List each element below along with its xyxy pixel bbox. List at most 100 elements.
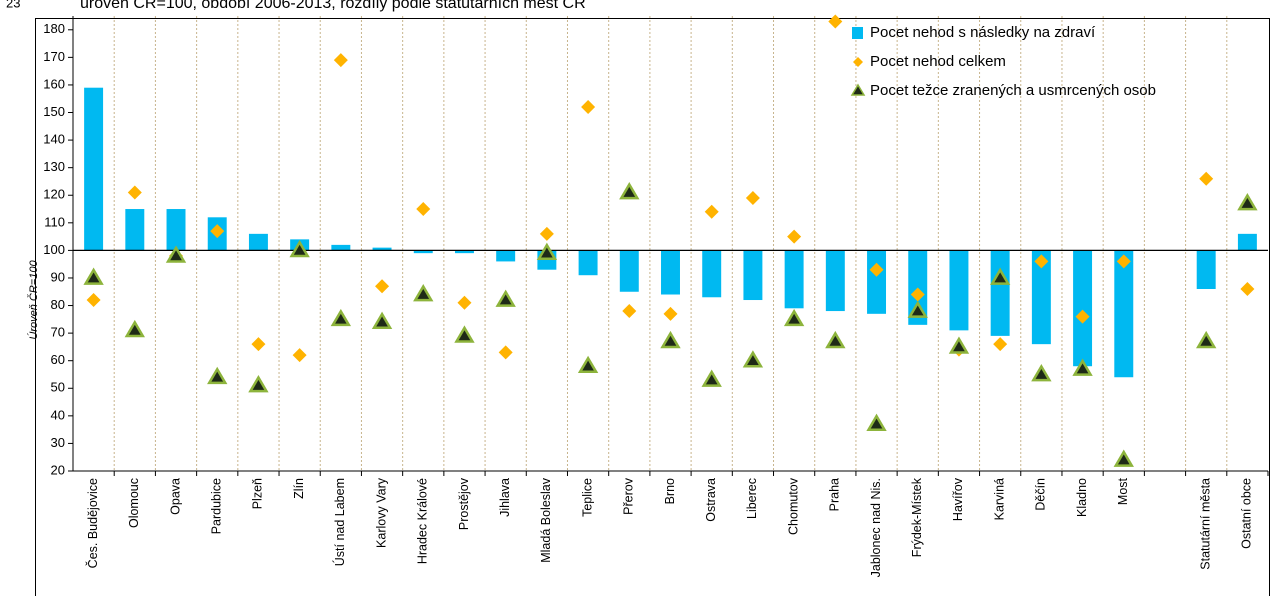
y-tick-label: 150	[43, 104, 65, 119]
y-tick-label: 160	[43, 76, 65, 91]
diamond-marker	[375, 279, 390, 294]
triangle-marker	[248, 375, 269, 393]
diamond-marker	[416, 202, 431, 217]
bar	[84, 87, 104, 251]
x-tick-label: Praha	[828, 478, 842, 511]
y-tick-label: 110	[44, 214, 65, 229]
bar	[1031, 250, 1051, 345]
figure-number: 23	[6, 0, 20, 10]
legend-label: Pocet nehod celkem	[870, 53, 1006, 70]
x-tick-label: Ústí nad Labem	[332, 478, 347, 566]
triangle-marker	[742, 350, 764, 368]
y-tick-label: 70	[51, 325, 65, 340]
x-tick-label: Karviná	[992, 478, 1006, 520]
bar	[825, 250, 845, 312]
diamond-marker	[1199, 171, 1214, 186]
triangle-marker	[165, 245, 187, 263]
diamond-marker	[86, 293, 101, 308]
diamond-marker	[498, 345, 513, 360]
bar	[619, 250, 639, 292]
x-tick-label: Opava	[168, 478, 182, 515]
diamond-marker	[127, 185, 142, 200]
bar	[1237, 233, 1257, 251]
bar	[125, 209, 145, 251]
y-tick-label: 100	[43, 242, 65, 257]
x-tick-label: Prostějov	[457, 477, 471, 530]
bar	[496, 250, 516, 262]
bar	[331, 244, 351, 251]
x-tick-label: Čes. Budějovice	[85, 478, 100, 568]
diamond-marker	[1116, 254, 1131, 269]
legend-swatch	[853, 57, 863, 67]
x-tick-label: Mladá Boleslav	[539, 477, 553, 563]
y-tick-label: 30	[51, 435, 65, 450]
legend-label: Pocet težce zranených a usmrcených osob	[870, 82, 1156, 99]
triangle-marker	[577, 355, 599, 374]
diamond-marker	[704, 204, 719, 219]
triangle-marker	[619, 182, 640, 200]
bar	[454, 250, 474, 254]
x-tick-label: Zlín	[292, 478, 306, 499]
legend-label: Pocet nehod s následky na zdraví	[870, 24, 1096, 41]
x-tick-label: Přerov	[622, 477, 636, 515]
y-tick-label: 180	[43, 21, 65, 36]
bar	[1196, 250, 1216, 289]
bar	[372, 247, 392, 251]
bar	[743, 250, 763, 301]
diamond-marker	[210, 224, 225, 239]
bar	[413, 250, 433, 254]
bar	[578, 250, 598, 276]
triangle-marker	[989, 267, 1011, 285]
x-tick-label: Brno	[663, 478, 677, 504]
x-tick-label: Plzeň	[251, 478, 265, 509]
x-tick-label: Havířov	[951, 477, 965, 521]
diamond-marker	[251, 337, 266, 352]
diamond-marker	[622, 304, 637, 319]
diamond-marker	[745, 191, 760, 205]
triangle-marker	[124, 319, 145, 338]
triangle-marker	[207, 366, 228, 385]
bar	[166, 209, 186, 251]
y-tick-label: 140	[43, 132, 65, 147]
y-tick-label: 60	[51, 352, 65, 367]
diamond-marker	[993, 337, 1008, 352]
y-tick-label: 20	[51, 462, 65, 477]
x-tick-label: Kladno	[1075, 478, 1089, 517]
bar	[248, 233, 268, 251]
diamond-marker	[1034, 254, 1049, 269]
legend-swatch	[850, 83, 866, 96]
y-tick-label: 120	[43, 187, 65, 202]
bar	[990, 250, 1010, 336]
bar	[867, 250, 887, 314]
diamond-marker	[828, 14, 843, 29]
legend-swatch	[852, 27, 863, 39]
bar	[1073, 250, 1093, 367]
triangle-marker	[866, 413, 887, 431]
triangle-marker	[289, 239, 310, 258]
bar	[784, 250, 804, 309]
triangle-marker	[330, 308, 352, 327]
bar	[1114, 250, 1134, 378]
diamond-marker	[292, 348, 307, 363]
triangle-marker	[83, 267, 104, 285]
triangle-marker	[783, 308, 805, 327]
x-tick-label: Frýdek-Místek	[910, 477, 924, 557]
y-tick-label: 130	[43, 159, 65, 174]
diamond-marker	[869, 262, 884, 277]
x-tick-label: Karlovy Vary	[374, 477, 388, 548]
x-tick-label: Ostrava	[704, 478, 718, 522]
triangle-marker	[1031, 364, 1052, 382]
y-tick-label: 80	[51, 297, 65, 312]
diamond-marker	[663, 306, 678, 321]
x-tick-label: Děčín	[1034, 478, 1048, 511]
x-tick-label: Hradec Králové	[416, 478, 430, 564]
triangle-marker	[1113, 449, 1134, 467]
x-tick-label: Most	[1116, 477, 1130, 505]
x-tick-label: Jablonec nad Nis.	[869, 478, 883, 577]
chart-title: úroveň ČR=100, období 2006-2013, rozdíly…	[80, 0, 586, 12]
triangle-marker	[495, 289, 516, 307]
triangle-marker	[1196, 330, 1217, 349]
triangle-marker	[371, 311, 393, 329]
triangle-marker	[413, 284, 434, 302]
